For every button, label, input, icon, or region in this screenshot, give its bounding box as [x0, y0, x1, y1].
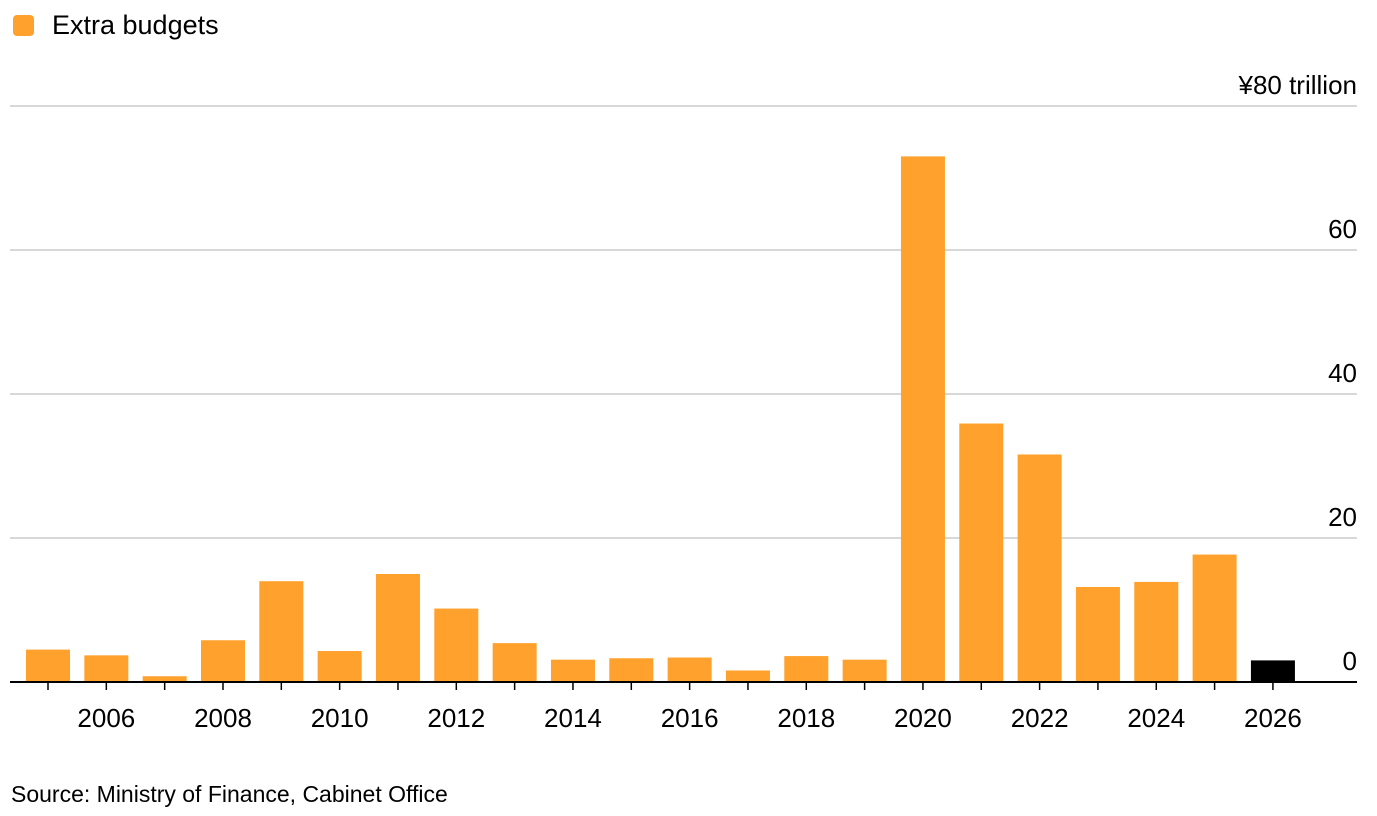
x-tick-label: 2014: [544, 703, 602, 733]
y-tick-label: 0: [1343, 646, 1357, 676]
bar: [1250, 660, 1295, 682]
bar: [1075, 586, 1120, 682]
x-tick-label: 2012: [427, 703, 485, 733]
x-tick-label: 2026: [1244, 703, 1302, 733]
x-tick-label: 2006: [77, 703, 135, 733]
bar: [1192, 554, 1237, 682]
bar: [1134, 581, 1179, 682]
bar: [900, 156, 945, 682]
bar: [259, 581, 304, 682]
bar: [959, 423, 1004, 682]
bar: [26, 649, 70, 682]
bar: [200, 640, 245, 682]
source-note: Source: Ministry of Finance, Cabinet Off…: [11, 781, 448, 807]
y-tick-label: 60: [1328, 214, 1357, 244]
bar: [842, 659, 887, 682]
y-tick-label: ¥80 trillion: [1237, 70, 1357, 100]
bar: [375, 574, 420, 682]
bar: [492, 643, 537, 682]
y-tick-label: 20: [1328, 502, 1357, 532]
x-tick-label: 2024: [1127, 703, 1185, 733]
x-tick-label: 2022: [1011, 703, 1069, 733]
bar: [784, 656, 829, 682]
y-tick-label: 40: [1328, 358, 1357, 388]
bar: [725, 670, 770, 682]
bar: [434, 608, 479, 682]
legend: Extra budgets: [13, 8, 219, 42]
x-tick-label: 2018: [777, 703, 835, 733]
x-tick-label: 2010: [311, 703, 369, 733]
bar: [1017, 454, 1062, 682]
x-tick-label: 2016: [661, 703, 719, 733]
bar: [142, 676, 187, 682]
bar: [609, 658, 654, 682]
legend-label: Extra budgets: [52, 10, 219, 40]
legend-swatch: [13, 14, 34, 36]
bar: [84, 655, 129, 682]
bar: [550, 659, 595, 682]
bar: [317, 651, 362, 682]
x-tick-label: 2008: [194, 703, 252, 733]
x-tick-label: 2020: [894, 703, 952, 733]
bar: [667, 657, 712, 682]
